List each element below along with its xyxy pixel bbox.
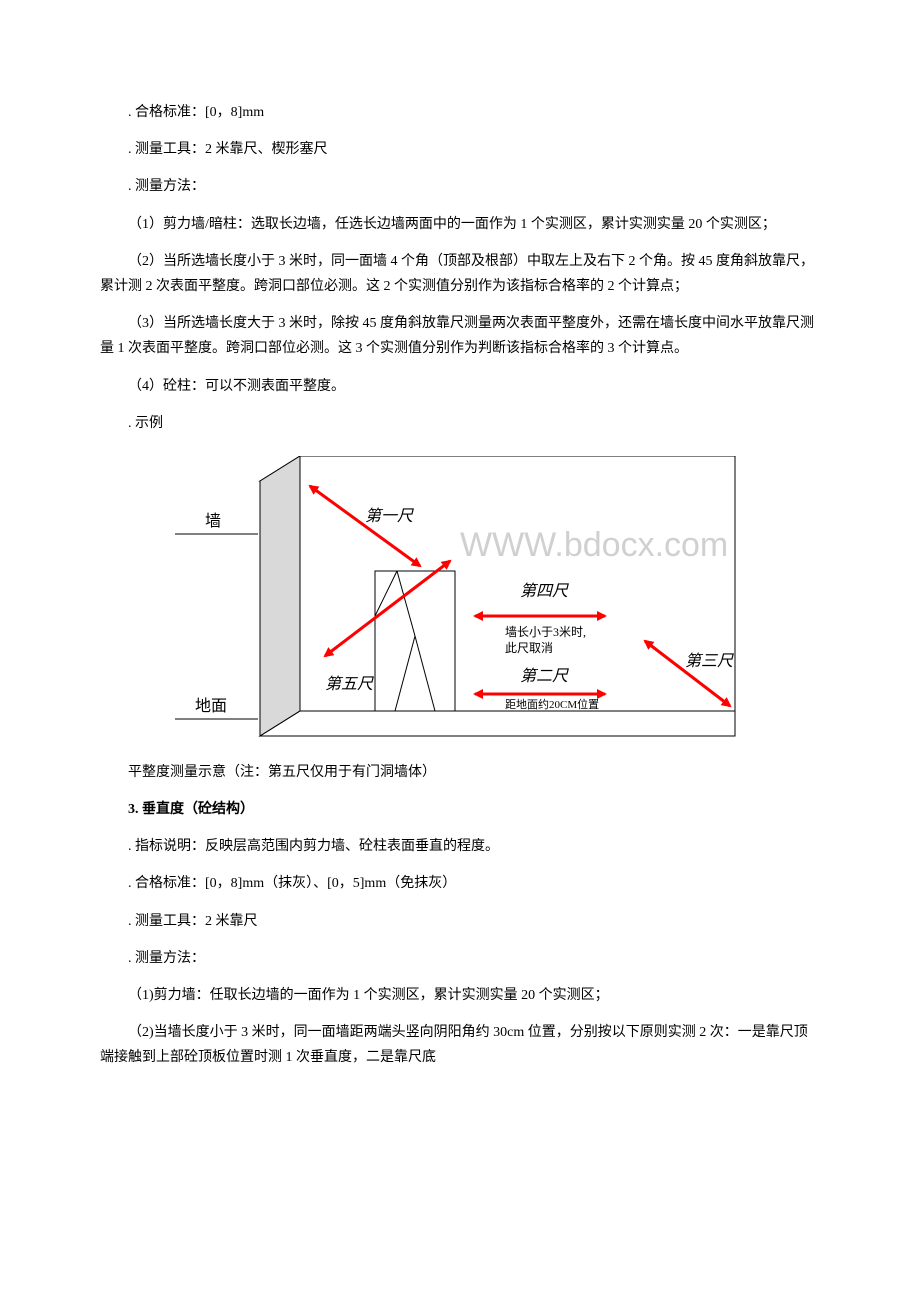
- watermark-text: WWW.bdocx.com: [460, 526, 728, 564]
- diagram-svg: WWW.bdocx.com 墙 地面 第一尺 第五尺 第四尺 墙长小于3米时, …: [175, 456, 745, 746]
- label-ruler2: 第二尺: [520, 667, 569, 685]
- para-desc: . 指标说明：反映层高范围内剪力墙、砼柱表面垂直的程度。: [100, 834, 820, 859]
- label-ruler3: 第三尺: [685, 652, 734, 670]
- para-method-3: （3）当所选墙长度大于 3 米时，除按 45 度角斜放靠尺测量两次表面平整度外，…: [100, 311, 820, 361]
- para-method-label-2: . 测量方法：: [100, 946, 820, 971]
- label-ruler1: 第一尺: [365, 507, 414, 525]
- para-standard-2: . 合格标准：[0，8]mm（抹灰）、[0，5]mm（免抹灰）: [100, 871, 820, 896]
- para-tools: . 测量工具：2 米靠尺、楔形塞尺: [100, 137, 820, 162]
- para-method-2-1: （1)剪力墙：任取长边墙的一面作为 1 个实测区，累计实测实量 20 个实测区；: [100, 983, 820, 1008]
- label-ruler4: 第四尺: [520, 582, 569, 600]
- para-method-2: （2）当所选墙长度小于 3 米时，同一面墙 4 个角（顶部及根部）中取左上及右下…: [100, 249, 820, 299]
- label-ruler5: 第五尺: [325, 675, 374, 693]
- para-standard: . 合格标准：[0，8]mm: [100, 100, 820, 125]
- diagram-caption: 平整度测量示意（注：第五尺仅用于有门洞墙体）: [100, 760, 820, 785]
- heading-verticality: 3. 垂直度（砼结构）: [100, 797, 820, 822]
- label-note3: 距地面约20CM位置: [505, 697, 599, 711]
- label-wall: 墙: [205, 512, 221, 530]
- flatness-diagram: WWW.bdocx.com 墙 地面 第一尺 第五尺 第四尺 墙长小于3米时, …: [175, 456, 745, 746]
- para-method-label: . 测量方法：: [100, 174, 820, 199]
- para-method-1: （1）剪力墙/暗柱：选取长边墙，任选长边墙两面中的一面作为 1 个实测区，累计实…: [100, 212, 820, 237]
- label-note1: 墙长小于3米时,: [505, 625, 586, 639]
- label-ground: 地面: [195, 697, 227, 715]
- para-tools-2: . 测量工具：2 米靠尺: [100, 909, 820, 934]
- label-note2: 此尺取消: [505, 641, 553, 655]
- para-method-2-2: （2)当墙长度小于 3 米时，同一面墙距两端头竖向阴阳角约 30cm 位置，分别…: [100, 1020, 820, 1070]
- para-method-4: （4）砼柱：可以不测表面平整度。: [100, 374, 820, 399]
- para-example-label: . 示例: [100, 411, 820, 436]
